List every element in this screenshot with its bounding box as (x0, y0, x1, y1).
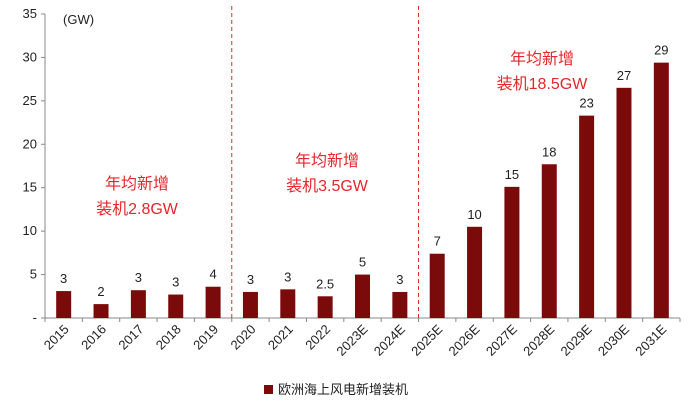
legend-swatch (264, 385, 273, 394)
x-tick-label: 2031E (632, 321, 669, 358)
data-label: 18 (542, 144, 556, 159)
data-label: 15 (505, 167, 519, 182)
data-label: 3 (284, 269, 291, 284)
bar (392, 291, 408, 318)
annotation-text: 年均新增 (105, 175, 169, 193)
bar (616, 87, 632, 318)
bar (317, 296, 333, 318)
x-tick-label: 2022 (302, 322, 333, 353)
annotation-text: 年均新增 (295, 152, 359, 170)
x-tick-label: 2029E (558, 321, 595, 358)
bar (467, 226, 483, 318)
data-label: 2 (97, 284, 104, 299)
data-label: 29 (654, 43, 668, 58)
data-label: 3 (172, 275, 179, 290)
bar (653, 62, 669, 318)
y-tick-label: 10 (23, 223, 37, 238)
x-tick-label: 2027E (483, 321, 520, 358)
x-tick-labels: 2015 2016 2017 2018 2019 2020 2021 2022 2023E 202… (41, 321, 670, 358)
x-tick-label: 2024E (371, 321, 408, 358)
y-tick-label: 5 (30, 267, 37, 282)
bar (504, 186, 520, 318)
x-tick-label: 2028E (520, 321, 557, 358)
bar (355, 274, 370, 318)
data-label: 7 (434, 234, 441, 249)
data-label: 3 (247, 272, 254, 287)
x-tick-label: 2023E (333, 321, 370, 358)
data-label: 3 (60, 271, 67, 286)
bar (168, 294, 184, 318)
x-tick-label: 2021 (265, 322, 296, 353)
annotation-text: 装机2.8GW (96, 200, 179, 218)
data-label: 23 (579, 96, 593, 111)
y-tick-label: - (33, 310, 37, 325)
y-tick-label: 15 (23, 180, 37, 195)
x-tick-label: 2016 (78, 322, 109, 353)
x-tick-label: 2019 (190, 322, 221, 353)
data-label: 2.5 (316, 276, 334, 291)
bars (56, 62, 669, 318)
x-tick-label: 2020 (228, 322, 259, 353)
annotation-text: 年均新增 (510, 50, 574, 68)
x-tick-label: 2025E (408, 321, 445, 358)
data-label: 3 (396, 272, 403, 287)
data-label: 3 (135, 270, 142, 285)
bar (205, 286, 221, 318)
annotation-text: 装机18.5GW (497, 75, 589, 93)
y-tick-label: 30 (23, 49, 37, 64)
y-unit-label: (GW) (63, 12, 94, 27)
bar (130, 290, 146, 318)
bar (541, 164, 557, 318)
y-tick-label: 20 (23, 136, 37, 151)
data-label: 10 (467, 207, 481, 222)
x-tick-label: 2018 (153, 322, 184, 353)
bar (93, 304, 109, 318)
bar (242, 291, 258, 318)
y-tick-label: 25 (23, 93, 37, 108)
bar (429, 253, 445, 318)
x-tick-label: 2026E (445, 321, 482, 358)
x-tick-label: 2017 (115, 322, 146, 353)
bar (280, 289, 296, 318)
bar (56, 291, 72, 318)
annotation-text: 装机3.5GW (286, 177, 369, 195)
legend: 欧洲海上风电新增装机 (264, 382, 408, 397)
y-tick-label: 35 (23, 6, 37, 21)
legend-label: 欧洲海上风电新增装机 (278, 382, 408, 397)
data-label: 27 (617, 68, 631, 83)
data-label: 4 (209, 267, 216, 282)
x-tick-label: 2015 (41, 322, 72, 353)
bar (579, 115, 595, 318)
x-tick-label: 2030E (595, 321, 632, 358)
data-label: 5 (359, 255, 366, 270)
